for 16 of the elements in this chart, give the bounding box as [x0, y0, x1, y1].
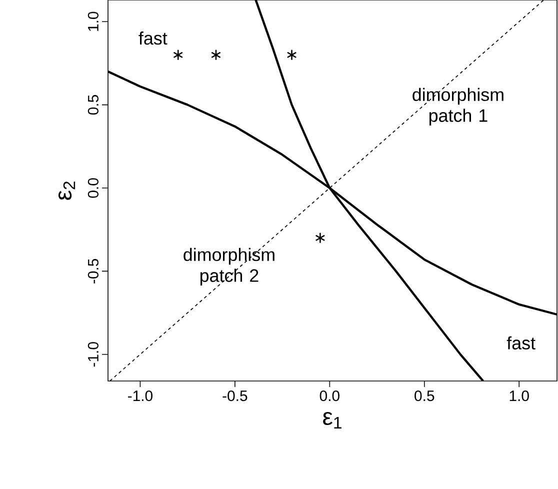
annotation: fast — [506, 336, 536, 350]
annotation: fast — [138, 32, 168, 45]
x-tick-label: 1.0 — [510, 390, 529, 402]
x-tick-label: 0.0 — [320, 390, 340, 402]
annotation: dimorphism patch 1 — [412, 88, 504, 126]
y-tick-label: -1.0 — [88, 342, 98, 367]
y-tick-label: 0.0 — [88, 178, 98, 198]
y-tick-label: -0.5 — [88, 258, 98, 284]
x-tick-label: -0.5 — [222, 390, 248, 402]
y-tick-label: 1.0 — [88, 12, 98, 31]
y-tick-label: 0.5 — [88, 95, 98, 115]
x-tick-label: 0.5 — [414, 390, 434, 402]
x-tick-label: -1.0 — [128, 390, 152, 402]
annotation: dimorphism patch 2 — [184, 248, 274, 286]
x-axis-title: ε$_{1}$ — [323, 412, 342, 429]
y-axis-title: ε$_{2}$ — [58, 182, 76, 200]
